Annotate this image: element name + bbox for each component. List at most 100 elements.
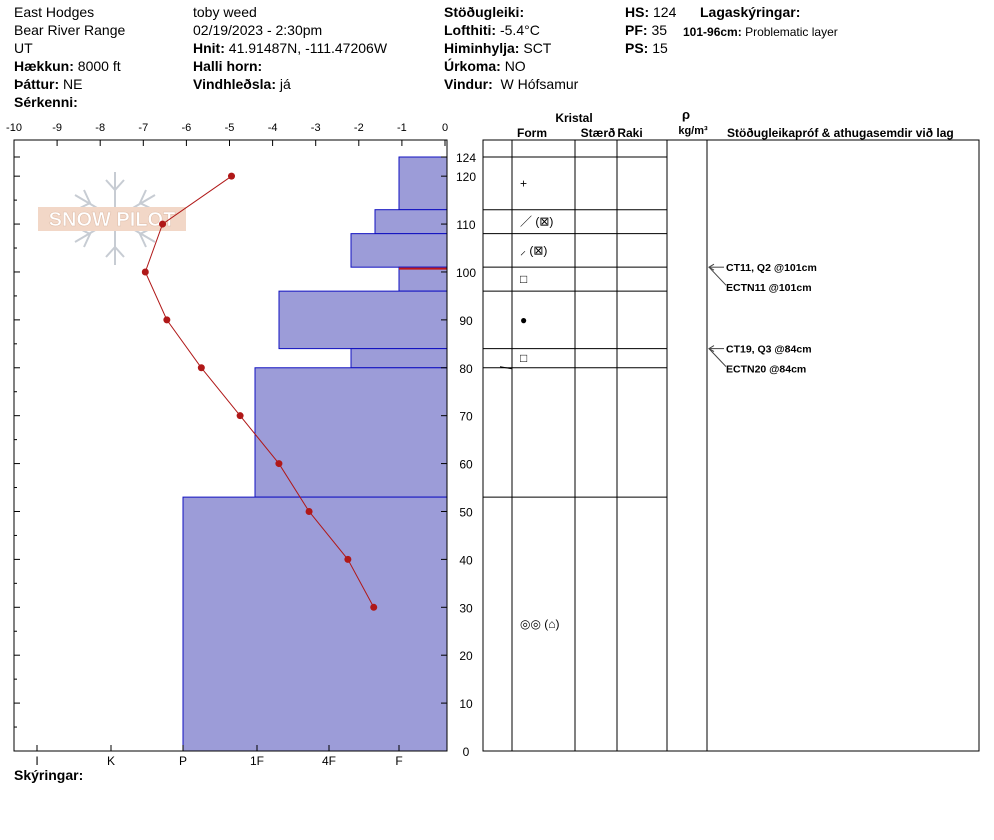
depth-tick-label: 70 xyxy=(459,410,473,424)
temperature-tick-label: 0 xyxy=(442,122,448,134)
stability-label: Stöðugleiki: xyxy=(444,4,525,20)
stability-test-text: CT19, Q3 @84cm xyxy=(726,344,812,356)
state: UT xyxy=(14,40,33,56)
arrow-icon xyxy=(708,263,715,271)
temperature-point xyxy=(163,316,171,324)
hardness-layer-bar xyxy=(398,266,448,292)
temperature-tick-label: -1 xyxy=(397,122,407,134)
crystal-form: + xyxy=(520,176,527,190)
datetime: 02/19/2023 - 2:30pm xyxy=(193,22,323,38)
wind-loading-label: Vindhleðsla: xyxy=(193,76,276,92)
temperature-point xyxy=(197,364,205,372)
hs-row: HS: 124 xyxy=(625,3,676,21)
depth-tick-label: 30 xyxy=(459,601,473,615)
crystal-form: ⸝ (⊠) xyxy=(520,243,547,257)
depth-tick-label: 50 xyxy=(459,505,473,519)
sky-row: Himinhylja: SCT xyxy=(444,39,551,57)
aspect-label: Þáttur: xyxy=(14,76,60,92)
wind-loading-row: Vindhleðsla: já xyxy=(193,75,291,93)
precip-label: Úrkoma: xyxy=(444,58,501,74)
arrow-icon xyxy=(708,345,715,353)
depth-tick-label: 0 xyxy=(463,745,470,759)
elevation-row: Hækkun: 8000 ft xyxy=(14,57,121,75)
coords-label: Hnit: xyxy=(193,40,225,56)
hardness-tick-label: 1F xyxy=(250,754,264,768)
depth-tick-label: 10 xyxy=(459,697,473,711)
observer: toby weed xyxy=(193,4,257,20)
density-symbol: ρ xyxy=(682,107,690,122)
wind-loading-value: já xyxy=(279,76,291,92)
depth-tick-label: 20 xyxy=(459,649,473,663)
stability-test-text: ECTN20 @84cm xyxy=(726,364,806,376)
watermark-text: SNOW PILOT xyxy=(49,209,176,231)
slope-label: Halli horn: xyxy=(193,58,263,74)
elevation-value: 8000 ft xyxy=(77,58,121,74)
temperature-tick-label: -9 xyxy=(52,122,62,134)
temperature-tick-label: -4 xyxy=(268,122,278,134)
location: East Hodges xyxy=(14,4,95,20)
stability-tests-header: Stöðugleikapróf & athugasemdir við lag xyxy=(727,126,954,140)
wind-label: Vindur: xyxy=(444,76,493,92)
temperature-point xyxy=(228,172,235,180)
ps-row: PS: 15 xyxy=(625,39,668,57)
pf-value: 35 xyxy=(651,22,668,38)
sky-label: Himinhylja: xyxy=(444,40,520,56)
elevation-label: Hækkun: xyxy=(14,58,74,74)
temperature-point xyxy=(344,555,352,563)
temperature-tick-label: -8 xyxy=(95,122,105,134)
moisture-header: Raki xyxy=(617,126,642,140)
air-temp-value: -5.4°C xyxy=(499,22,540,38)
depth-tick-label: 124 xyxy=(456,151,476,165)
aspect-row: Þáttur: NE xyxy=(14,75,82,93)
hardness-tick-label: 4F xyxy=(322,754,336,768)
coords-value: 41.91487N, -111.47206W xyxy=(228,40,388,56)
wind-row: Vindur: W Hófsamur xyxy=(444,75,578,93)
hardness-tick-label: K xyxy=(107,754,115,768)
depth-tick-label: 40 xyxy=(459,553,473,567)
layer-table-frame xyxy=(482,139,980,752)
temperature-point xyxy=(236,412,244,420)
notes-label: Skýringar: xyxy=(14,767,84,783)
layer-note-range: 101-96cm: xyxy=(683,25,742,39)
precip-value: NO xyxy=(504,58,526,74)
depth-tick-label: 80 xyxy=(459,362,473,376)
ps-label: PS: xyxy=(625,40,649,56)
hardness-layer-bar xyxy=(350,233,448,268)
air-temp-label: Lofthiti: xyxy=(444,22,497,38)
mountain-range: Bear River Range xyxy=(14,22,126,38)
temperature-tick-label: -10 xyxy=(6,122,22,134)
hs-label: HS: xyxy=(625,4,650,20)
form-header: Form xyxy=(517,126,547,140)
aspect-value: NE xyxy=(63,76,83,92)
temperature-line xyxy=(144,175,375,608)
crystal-form: ／ (⊠) xyxy=(520,215,553,229)
temperature-point xyxy=(275,460,283,468)
temperature-tick-label: -2 xyxy=(354,122,364,134)
depth-tick-label: 120 xyxy=(456,170,476,184)
depth-tick-label: 100 xyxy=(456,266,476,280)
size-header: Stærð xyxy=(581,126,616,140)
temperature-tick-label: -5 xyxy=(225,122,235,134)
crystal-form: ● xyxy=(520,313,527,327)
density-unit: kg/m³ xyxy=(678,125,708,137)
hardness-layer-bar xyxy=(278,290,448,350)
crystal-form: ◎◎ (⌂) xyxy=(520,617,560,631)
temperature-point xyxy=(305,507,313,515)
layer-notes-title: Lagaskýringar: xyxy=(700,4,801,20)
temperature-tick-label: -7 xyxy=(138,122,148,134)
stability-test-text: ECTN11 @101cm xyxy=(726,282,812,294)
temperature-point xyxy=(159,220,167,228)
crystal-form: □ xyxy=(520,272,527,286)
depth-tick-label: 60 xyxy=(459,458,473,472)
hardness-layer-bar xyxy=(182,496,448,752)
layer-note-row: 101-96cm: Problematic layer xyxy=(683,23,838,41)
stability-row: Stöðugleiki: xyxy=(444,3,524,21)
crystal-header: Kristal xyxy=(555,111,592,125)
crystal-form: □ xyxy=(520,351,527,365)
profile-frame xyxy=(13,139,448,752)
precip-row: Úrkoma: NO xyxy=(444,57,526,75)
wind-value: W Hófsamur xyxy=(500,76,579,92)
layer-note-text: Problematic layer xyxy=(745,25,838,39)
slope-row: Halli horn: xyxy=(193,57,262,75)
hardness-layer-bar xyxy=(398,156,448,211)
